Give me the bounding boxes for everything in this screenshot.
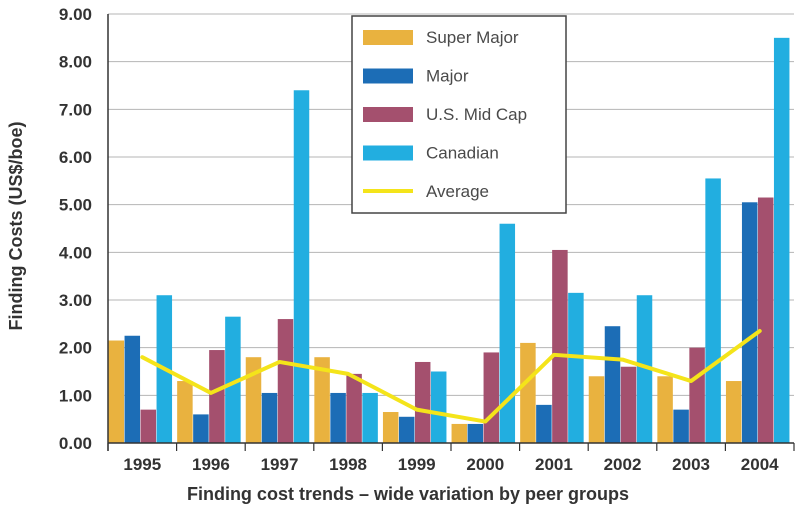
bar-u-s-mid-cap-1996 bbox=[209, 350, 225, 443]
bars bbox=[108, 37, 790, 444]
bar-major-1996 bbox=[193, 414, 209, 443]
y-tick-labels: 0.00 1.00 2.00 3.00 4.00 5.00 6.00 7.00 8.00 9.00 bbox=[59, 5, 92, 453]
x-tick-label: 1998 bbox=[329, 455, 367, 474]
x-tick-label: 2002 bbox=[604, 455, 642, 474]
legend-swatch bbox=[363, 145, 413, 161]
x-tick-label: 2001 bbox=[535, 455, 573, 474]
bar-major-1999 bbox=[398, 416, 415, 443]
bar-super-major-1997 bbox=[245, 357, 262, 443]
average-point bbox=[415, 408, 419, 412]
axes bbox=[107, 14, 795, 451]
legend-label: U.S. Mid Cap bbox=[426, 105, 527, 124]
x-tick-label: 1999 bbox=[398, 455, 436, 474]
bar-u-s-mid-cap-1998 bbox=[346, 373, 362, 443]
bar-super-major-2003 bbox=[657, 376, 673, 443]
bar-super-major-1998 bbox=[314, 357, 330, 443]
bar-u-s-mid-cap-1999 bbox=[414, 361, 431, 443]
y-tick-label: 6.00 bbox=[59, 148, 92, 167]
legend-label: Canadian bbox=[426, 144, 499, 163]
bar-major-2000 bbox=[467, 423, 484, 443]
y-tick-label: 3.00 bbox=[59, 291, 92, 310]
bar-u-s-mid-cap-2002 bbox=[620, 366, 637, 443]
average-point bbox=[689, 379, 693, 383]
x-tick-label: 2000 bbox=[466, 455, 504, 474]
legend-label: Major bbox=[426, 67, 469, 86]
average-line bbox=[140, 328, 762, 424]
average-point bbox=[278, 360, 281, 364]
bar-major-2002 bbox=[604, 326, 621, 443]
bar-canadian-1996 bbox=[225, 316, 241, 443]
bar-major-2001 bbox=[536, 404, 552, 443]
bar-major-1997 bbox=[261, 392, 278, 443]
x-tick-labels: 1995 1996 1997 1998 1999 2000 2001 2002 2003 2004 bbox=[123, 455, 779, 474]
average-point bbox=[346, 372, 350, 376]
y-tick-label: 7.00 bbox=[59, 100, 92, 119]
bar-super-major-1995 bbox=[108, 340, 125, 443]
average-point bbox=[758, 329, 762, 333]
bar-major-2003 bbox=[673, 409, 689, 443]
bar-super-major-2000 bbox=[451, 423, 468, 443]
bar-canadian-1999 bbox=[430, 371, 447, 443]
x-tick-label: 1996 bbox=[192, 455, 230, 474]
bar-canadian-2003 bbox=[705, 178, 721, 443]
x-tick-label: 1997 bbox=[261, 455, 299, 474]
legend-swatch bbox=[363, 68, 413, 84]
legend-swatch bbox=[363, 107, 413, 122]
bar-super-major-1999 bbox=[382, 412, 399, 443]
bar-u-s-mid-cap-1995 bbox=[140, 409, 157, 443]
legend-swatch bbox=[363, 30, 413, 45]
bar-major-1995 bbox=[124, 335, 141, 443]
bar-super-major-2001 bbox=[520, 342, 536, 443]
x-tick-label: 1995 bbox=[123, 455, 161, 474]
bar-u-s-mid-cap-2004 bbox=[757, 197, 774, 443]
average-point bbox=[209, 391, 213, 395]
bar-major-2004 bbox=[741, 202, 758, 443]
y-axis-title: Finding Costs (US$/boe) bbox=[6, 121, 26, 330]
bar-canadian-2000 bbox=[499, 223, 516, 443]
bar-canadian-2001 bbox=[568, 292, 584, 443]
x-tick-label: 2004 bbox=[741, 455, 779, 474]
x-tick-label: 2003 bbox=[672, 455, 710, 474]
x-axis-title: Finding cost trends – wide variation by … bbox=[187, 484, 629, 504]
legend-label: Super Major bbox=[426, 28, 519, 47]
average-point bbox=[552, 353, 556, 357]
bar-canadian-2004 bbox=[773, 37, 790, 443]
y-tick-label: 2.00 bbox=[59, 339, 92, 358]
bar-canadian-1997 bbox=[293, 90, 310, 444]
bar-u-s-mid-cap-2000 bbox=[483, 352, 500, 443]
average-point bbox=[483, 420, 487, 424]
y-tick-label: 9.00 bbox=[59, 5, 92, 24]
bar-u-s-mid-cap-2003 bbox=[689, 347, 705, 443]
y-tick-label: 5.00 bbox=[59, 196, 92, 215]
bar-super-major-2002 bbox=[588, 376, 605, 443]
bar-u-s-mid-cap-1997 bbox=[277, 319, 294, 443]
legend: Super Major Major U.S. Mid Cap Canadian Aver… bbox=[351, 15, 567, 214]
y-tick-label: 1.00 bbox=[59, 386, 92, 405]
legend-label: Average bbox=[426, 182, 489, 201]
average-line-group bbox=[140, 328, 762, 424]
y-tick-label: 8.00 bbox=[59, 53, 92, 72]
average-point bbox=[140, 355, 144, 359]
average-point bbox=[621, 358, 624, 362]
bar-super-major-2004 bbox=[725, 381, 742, 443]
y-tick-label: 0.00 bbox=[59, 434, 92, 453]
bar-super-major-1996 bbox=[177, 381, 193, 443]
bar-canadian-2002 bbox=[636, 295, 653, 443]
bar-major-1998 bbox=[330, 392, 346, 443]
bar-canadian-1998 bbox=[362, 392, 378, 443]
bar-u-s-mid-cap-2001 bbox=[552, 249, 568, 443]
y-tick-label: 4.00 bbox=[59, 243, 92, 262]
